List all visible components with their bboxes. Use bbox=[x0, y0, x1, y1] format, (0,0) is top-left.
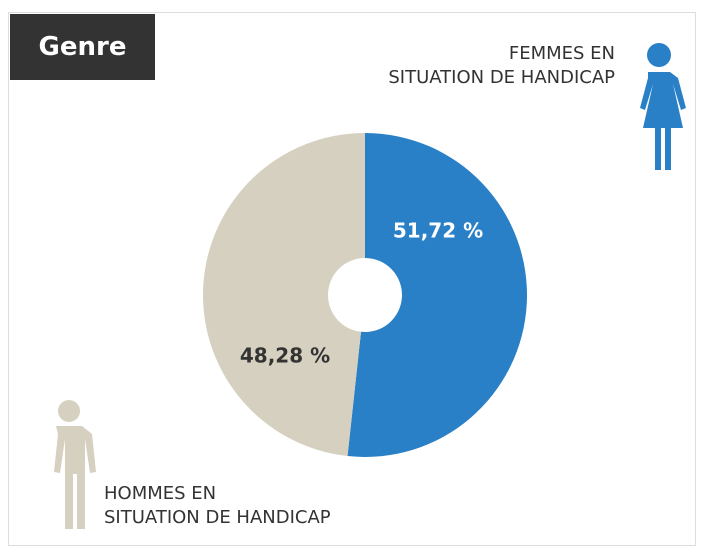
card bbox=[8, 12, 696, 546]
legend-label: FEMMES EN SITUATION DE HANDICAP bbox=[388, 43, 615, 88]
slice bbox=[347, 133, 527, 457]
male-icon bbox=[54, 400, 96, 529]
chart-title: Genre bbox=[10, 14, 155, 80]
female-icon bbox=[640, 43, 686, 170]
legend-label: HOMMES EN SITUATION DE HANDICAP bbox=[104, 483, 331, 528]
data-label: 51,72 % bbox=[393, 219, 483, 243]
slice bbox=[202, 133, 365, 457]
data-label: 48,28 % bbox=[240, 344, 330, 368]
